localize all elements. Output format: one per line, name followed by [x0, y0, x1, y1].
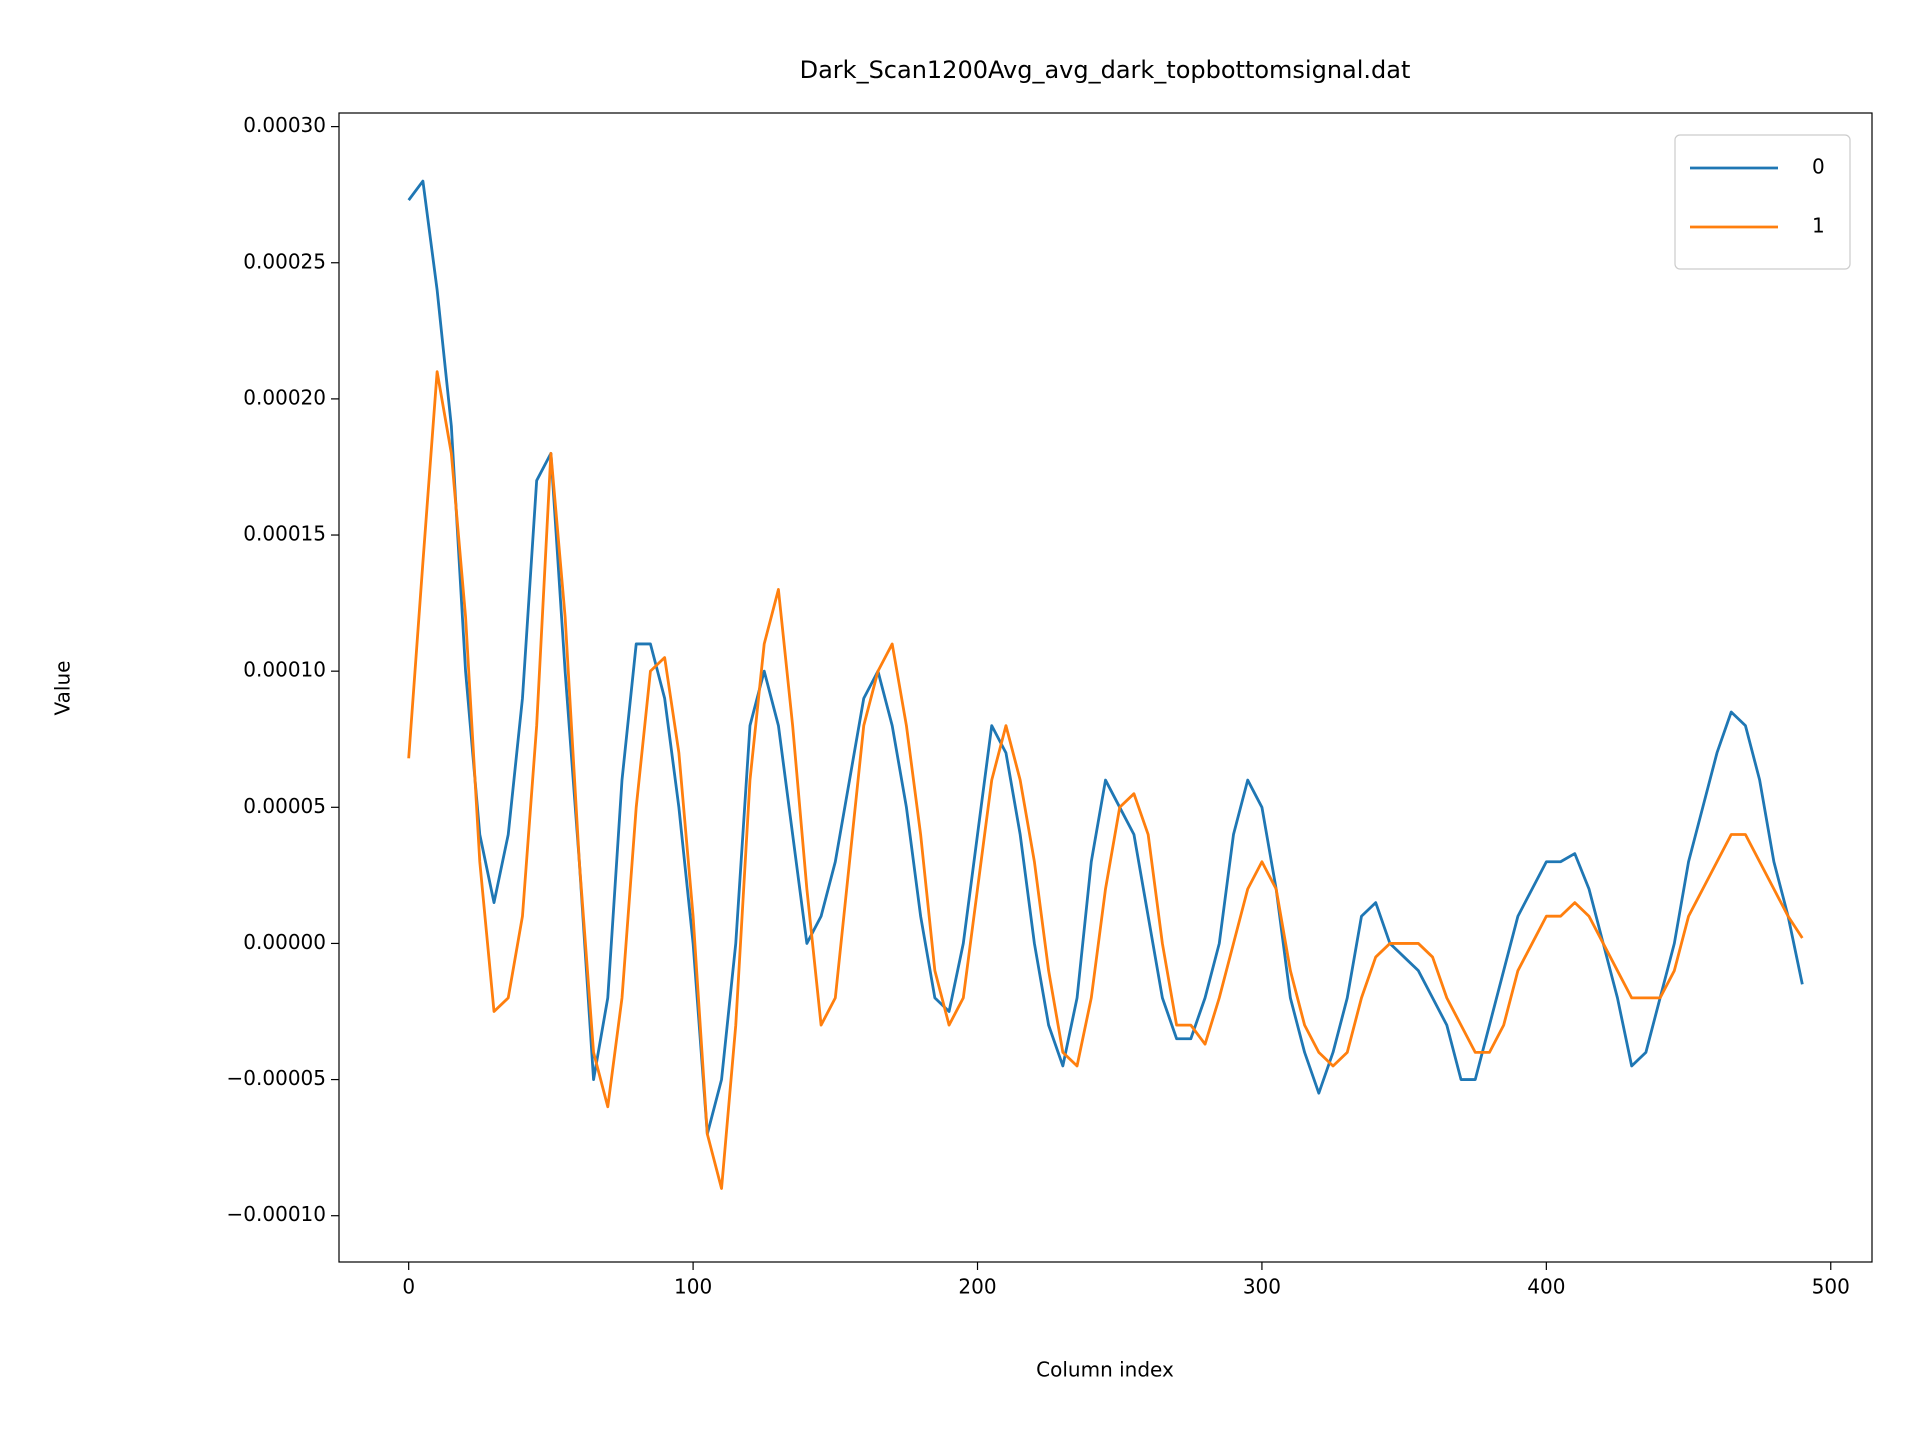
y-tick-label: 0.00010 [243, 658, 326, 682]
x-tick-label: 100 [674, 1275, 712, 1299]
x-tick-label: 300 [1243, 1275, 1281, 1299]
series-line [407, 179, 1804, 1136]
y-tick-label: −0.00005 [227, 1066, 326, 1090]
plot-frame [338, 112, 1873, 1263]
y-tick-label: 0.00005 [243, 794, 326, 818]
legend-label: 0 [1812, 155, 1825, 179]
y-tick-label: 0.00020 [243, 385, 326, 409]
y-tick-label: −0.00010 [227, 1202, 326, 1226]
series-line [407, 370, 1804, 1190]
x-tick-label: 500 [1812, 1275, 1850, 1299]
x-axis-label: Column index [1036, 1358, 1174, 1382]
x-tick-label: 200 [958, 1275, 996, 1299]
x-tick-label: 400 [1527, 1275, 1565, 1299]
legend-label: 1 [1812, 214, 1825, 238]
y-tick-label: 0.00015 [243, 522, 326, 546]
y-axis-label: Value [51, 661, 75, 716]
chart-title: Dark_Scan1200Avg_avg_dark_topbottomsigna… [800, 56, 1411, 84]
y-tick-label: 0.00000 [243, 930, 326, 954]
y-tick-label: 0.00030 [243, 113, 326, 137]
y-tick-label: 0.00025 [243, 249, 326, 273]
x-tick-label: 0 [402, 1275, 415, 1299]
